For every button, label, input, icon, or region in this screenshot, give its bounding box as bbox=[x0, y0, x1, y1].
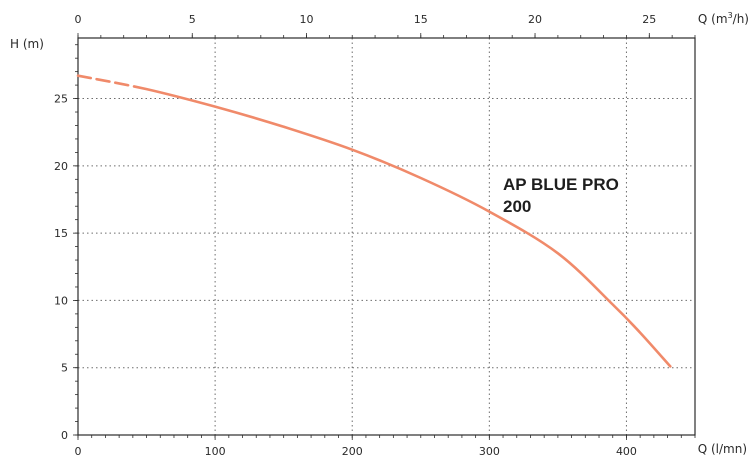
x-top-tick-label: 10 bbox=[300, 13, 314, 26]
x-bottom-tick-label: 0 bbox=[75, 445, 82, 458]
series-label-line2: 200 bbox=[503, 197, 531, 216]
y-tick-label: 0 bbox=[61, 429, 68, 442]
y-tick-label: 20 bbox=[54, 160, 68, 173]
series-label-line1: AP BLUE PRO bbox=[503, 175, 619, 194]
y-tick-label: 10 bbox=[54, 294, 68, 307]
x-bottom-tick-label: 200 bbox=[342, 445, 363, 458]
plot-frame bbox=[77, 37, 696, 436]
x-bottom-tick-label: 400 bbox=[616, 445, 637, 458]
x-bottom-tick-label: 300 bbox=[479, 445, 500, 458]
y-axis-title: H (m) bbox=[10, 37, 44, 51]
x-axis-bottom-ticks: 0 100 200 300 400 bbox=[75, 435, 637, 458]
series-curve bbox=[76, 74, 672, 368]
x-top-tick-label: 20 bbox=[528, 13, 542, 26]
y-tick-label: 5 bbox=[61, 362, 68, 375]
y-tick-label: 15 bbox=[54, 227, 68, 240]
grid-lines bbox=[78, 38, 695, 435]
x-axis-top-title: Q (m3/h) bbox=[698, 11, 749, 26]
x-axis-bottom-title: Q (l/mn) bbox=[698, 442, 747, 456]
x-axis-top-title-main: Q (m bbox=[698, 12, 728, 26]
x-bottom-tick-label: 100 bbox=[205, 445, 226, 458]
x-top-tick-label: 5 bbox=[189, 13, 196, 26]
x-axis-top-ticks: 0 5 10 15 20 25 bbox=[75, 13, 656, 38]
y-axis-ticks: 0 5 10 15 20 25 bbox=[54, 93, 78, 442]
x-axis-top-title-end: /h) bbox=[733, 12, 749, 26]
series-label: AP BLUE PRO 200 bbox=[503, 175, 624, 216]
x-top-tick-label: 0 bbox=[75, 13, 82, 26]
x-axis-top-title-superscript: 3 bbox=[728, 11, 733, 20]
series-layer bbox=[76, 74, 672, 368]
x-top-tick-label: 25 bbox=[642, 13, 656, 26]
y-tick-label: 25 bbox=[54, 93, 68, 106]
x-top-tick-label: 15 bbox=[414, 13, 428, 26]
